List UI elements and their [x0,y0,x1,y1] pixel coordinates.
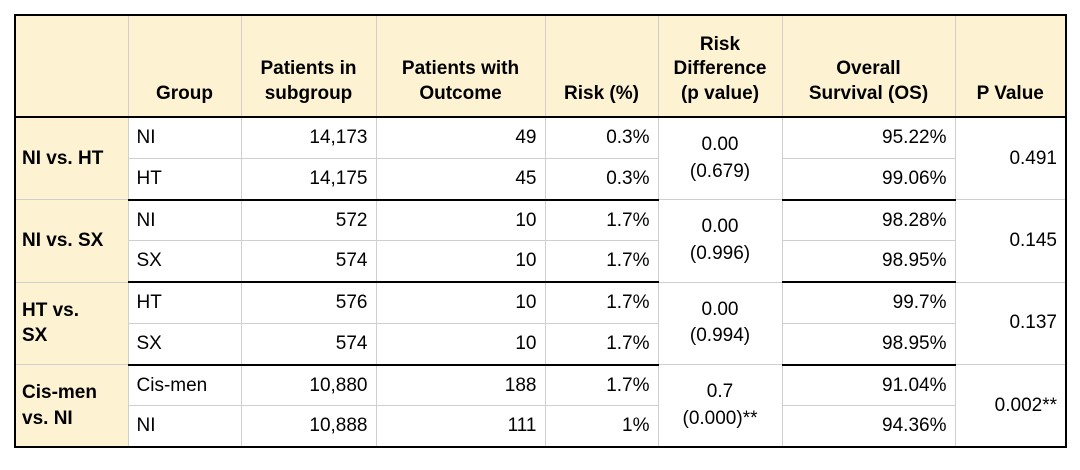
p-value-cell: 0.145 [954,199,1067,283]
group-cell: HT [127,157,242,201]
os-cell: 98.95% [781,322,956,366]
p-value-cell: 0.137 [954,281,1067,365]
patients-cell: 10,888 [240,405,377,448]
table-row: SX 574 10 1.7% 98.95% [15,322,1066,366]
header-risk-difference: Risk Difference (p value) [657,14,783,118]
table-row: HT vs. SX HT 576 10 1.7% 0.00 (0.994) 99… [14,281,1067,365]
patients-cell: 576 [240,281,377,324]
risk-cell: 1.7% [544,281,659,324]
table-row: SX 574 10 1.7% 98.95% [15,240,1066,284]
header-group: Group [127,14,242,118]
group-cell: NI [127,198,242,242]
table-row: NI vs. HT NI 14,173 49 0.3% 0.00 (0.679)… [14,116,1067,200]
risk-cell: 1% [544,405,659,448]
risk-cell: 1.7% [544,240,659,284]
comparison-label: HT vs. SX [14,281,129,365]
comparison-label: NI vs. SX [14,199,129,283]
group-cell: NI [127,405,242,448]
patients-cell: 572 [240,198,377,242]
group-cell: NI [127,116,242,159]
patients-cell: 10,880 [240,363,377,407]
table-row: Cis-men vs. NI Cis-men 10,880 188 1.7% 0… [14,363,1067,448]
outcome-cell: 188 [375,363,546,407]
risk-cell: 0.3% [544,116,659,159]
risk-cell: 0.3% [544,157,659,201]
os-cell: 99.06% [781,157,956,201]
header-row: Group Patients in subgroup Patients with… [14,14,1067,118]
table-row: NI vs. SX NI 572 10 1.7% 0.00 (0.996) 98… [14,198,1067,283]
os-cell: 91.04% [781,363,956,407]
os-cell: 98.28% [781,198,956,242]
group-cell: SX [127,240,242,284]
outcome-cell: 10 [375,198,546,242]
header-patients-in-subgroup: Patients in subgroup [240,14,377,118]
patients-cell: 14,175 [240,157,377,201]
risk-difference-cell: 0.00 (0.994) [657,281,783,365]
p-value-cell: 0.002** [954,364,1067,448]
group-cell: SX [127,322,242,366]
patients-cell: 574 [240,322,377,366]
header-p-value: P Value [954,14,1067,118]
group-cell: Cis-men [127,363,242,407]
risk-cell: 1.7% [544,363,659,407]
risk-cell: 1.7% [544,198,659,242]
header-risk: Risk (%) [544,14,659,118]
results-table: Group Patients in subgroup Patients with… [14,14,1067,448]
outcome-cell: 111 [375,405,546,448]
patients-cell: 574 [240,240,377,284]
risk-cell: 1.7% [544,322,659,366]
header-blank [14,14,129,118]
risk-difference-cell: 0.7 (0.000)** [657,364,783,448]
os-cell: 99.7% [781,281,956,324]
outcome-cell: 10 [375,322,546,366]
outcome-cell: 45 [375,157,546,201]
patients-cell: 14,173 [240,116,377,159]
outcome-cell: 49 [375,116,546,159]
comparison-label: NI vs. HT [14,116,129,200]
os-cell: 95.22% [781,116,956,159]
os-cell: 94.36% [781,405,956,448]
table-row: NI 10,888 111 1% 94.36% [15,405,1066,448]
header-patients-with-outcome: Patients with Outcome [375,14,546,118]
outcome-cell: 10 [375,240,546,284]
risk-difference-cell: 0.00 (0.679) [657,116,783,200]
header-overall-survival: Overall Survival (OS) [781,14,956,118]
p-value-cell: 0.491 [954,116,1067,200]
os-cell: 98.95% [781,240,956,284]
risk-difference-cell: 0.00 (0.996) [657,199,783,283]
group-cell: HT [127,281,242,324]
comparison-label: Cis-men vs. NI [14,364,129,448]
outcome-cell: 10 [375,281,546,324]
table-row: HT 14,175 45 0.3% 99.06% [15,157,1066,201]
